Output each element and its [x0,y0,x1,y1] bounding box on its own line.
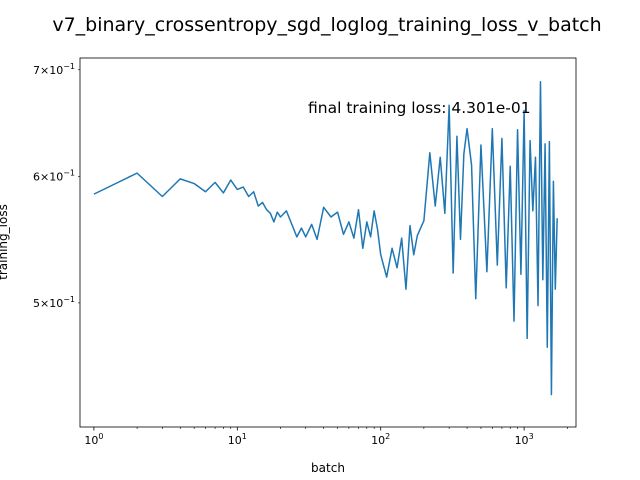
x-tick-label: 103 [515,432,534,447]
y-tick-label: 7×10−1 [33,62,75,77]
y-axis-label: training_loss [0,204,10,280]
y-tick-label: 5×10−1 [33,295,75,310]
plot-area: 100 101 102 103 5×10−1 6×10−1 7×10−1 [33,57,577,447]
x-ticks: 100 101 102 103 [84,427,568,447]
chart-title: v7_binary_crossentropy_sgd_loglog_traini… [52,14,601,36]
y-tick-label: 6×10−1 [33,169,75,184]
y-ticks: 5×10−1 6×10−1 7×10−1 [33,62,80,310]
axes-frame [79,57,577,428]
x-tick-label: 100 [84,432,103,447]
series-line-0 [93,81,558,396]
final-loss-annotation: final training loss: 4.301e-01 [308,99,531,117]
x-axis-label: batch [311,461,345,475]
x-tick-label: 102 [371,432,390,447]
x-tick-label: 101 [228,432,247,447]
series-layer [93,81,558,396]
